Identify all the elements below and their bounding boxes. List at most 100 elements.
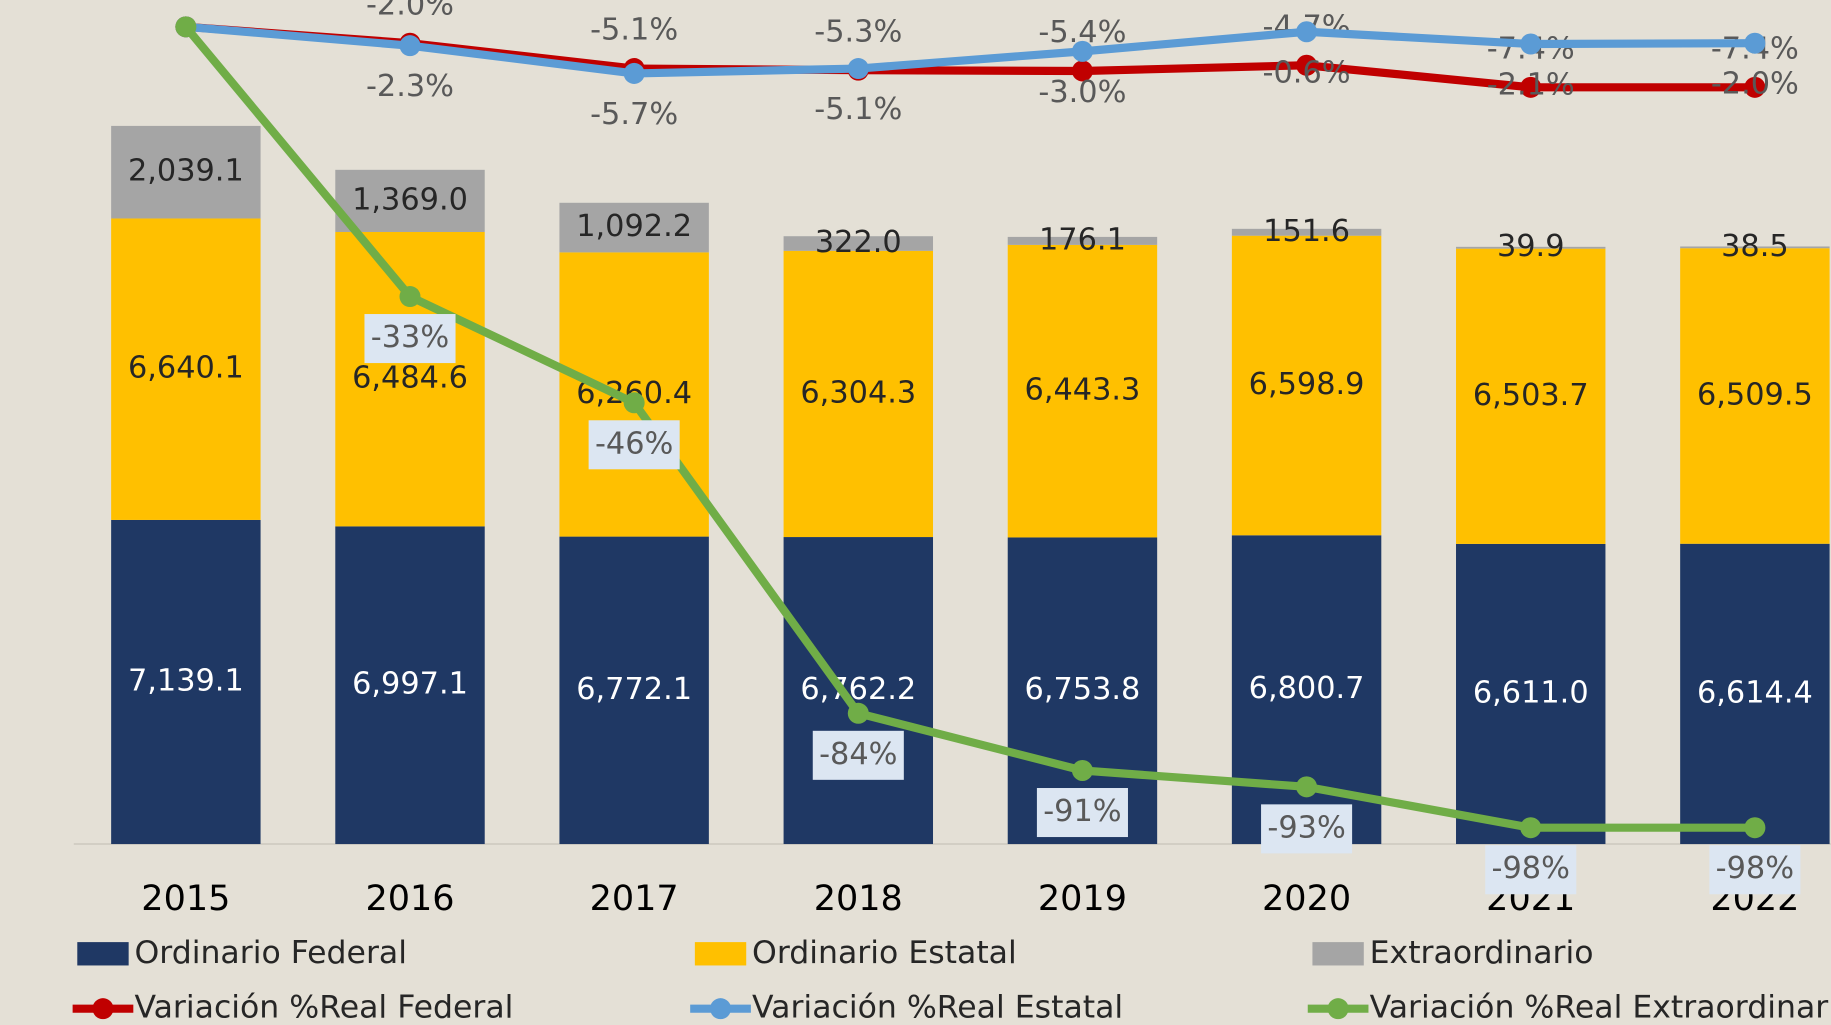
legend-label: Variación %Real Extraordinario [1370, 990, 1831, 1025]
legend-label: Variación %Real Federal [134, 990, 513, 1025]
bar-value-label: 2,039.1 [128, 154, 244, 189]
bar-segment [1456, 248, 1606, 544]
line-value-label: -5.1% [590, 13, 678, 48]
bar-segment [111, 519, 261, 845]
legend-label: Extraordinario [1370, 935, 1594, 971]
line-value-label: -46% [595, 426, 673, 461]
line-value-label: -93% [1267, 810, 1345, 845]
line-marker [1071, 40, 1093, 62]
legend-swatch [77, 942, 129, 966]
line-value-label: -5.7% [590, 97, 678, 132]
bar-segment [783, 537, 934, 845]
bar-segment [783, 250, 934, 538]
bar-value-label: 6,443.3 [1025, 373, 1141, 408]
line-marker [1744, 76, 1766, 98]
line-marker [1071, 60, 1093, 82]
bar-value-label: 39.9 [1497, 229, 1565, 264]
bar-value-label: 322.0 [815, 225, 902, 260]
bar-value-label: 6,997.1 [352, 667, 468, 702]
line [185, 22, 1755, 78]
bar-value-label: 176.1 [1039, 222, 1126, 257]
line-value-label-box: -46% [588, 420, 680, 470]
bar-value-label: 6,614.4 [1697, 675, 1813, 710]
legend-swatch-marker [710, 998, 732, 1020]
bar-value-label: 6,598.9 [1249, 367, 1365, 402]
x-tick-label: 2016 [365, 878, 454, 919]
bar-segment [783, 236, 934, 251]
line-marker [847, 58, 869, 80]
x-tick-label: 2017 [590, 878, 679, 919]
bar-value-label: 6,503.7 [1473, 378, 1589, 413]
bar-segment [335, 231, 485, 527]
line-marker [1520, 33, 1542, 55]
bar-segment [559, 202, 709, 253]
bar-segment [111, 125, 261, 219]
bar-value-label: 6,753.8 [1025, 672, 1141, 707]
line-marker [1520, 817, 1542, 839]
line-marker [1296, 21, 1318, 43]
line-marker [1744, 817, 1766, 839]
bar-segment [335, 526, 485, 845]
line-value-label-box: -84% [812, 730, 904, 780]
bar-segment [559, 536, 709, 845]
x-tick-label: 2018 [814, 878, 903, 919]
bar-value-label: 151.6 [1263, 214, 1350, 249]
line-value-label: -5.3% [814, 14, 902, 49]
line-value-label: -84% [819, 737, 897, 772]
bar-value-label: 38.5 [1721, 229, 1789, 264]
label-box [588, 420, 680, 470]
x-tick-label: 2020 [1262, 878, 1351, 919]
bar-segment [1680, 543, 1830, 845]
line-value-label: -0.6% [1263, 55, 1351, 90]
bar-segment [1456, 246, 1606, 249]
bar-value-label: 7,139.1 [128, 663, 244, 698]
label-box [812, 730, 904, 780]
bar-value-label: 6,304.3 [800, 375, 916, 410]
legend-swatch [1312, 942, 1364, 966]
label-box [1036, 788, 1128, 838]
line-value-label-box: -93% [1261, 804, 1353, 854]
line-value-label: -91% [1043, 794, 1121, 829]
line-value-label: -2.0% [366, 0, 454, 22]
line-value-label-box: -98% [1485, 845, 1577, 895]
line-value-label: -5.1% [814, 92, 902, 127]
line-value-label-box: -98% [1709, 845, 1801, 895]
line-value-label: -98% [1716, 851, 1794, 886]
line-marker [1744, 32, 1766, 54]
label-box [364, 314, 456, 364]
line-value-label: -98% [1492, 851, 1570, 886]
bar-value-label: 6,484.6 [352, 361, 468, 396]
bar-value-label: 6,762.2 [800, 672, 916, 707]
bar-segment [1007, 244, 1158, 538]
bar-segment [1007, 236, 1158, 245]
legend-swatch-marker [1327, 998, 1349, 1020]
bar-segment [1231, 228, 1382, 236]
legend-label: Ordinario Federal [134, 935, 406, 971]
bar-segment [1680, 246, 1830, 249]
legend-swatch [694, 942, 747, 966]
legend-label: Variación %Real Estatal [752, 990, 1123, 1025]
line-value-label-box: -33% [364, 314, 456, 364]
x-tick-label: 2015 [141, 878, 230, 919]
bar-value-label: 1,092.2 [576, 209, 692, 244]
line-marker [1071, 759, 1093, 782]
x-tick-label: 2019 [1038, 878, 1127, 919]
line-marker [1296, 776, 1318, 798]
bar-segment [111, 218, 261, 520]
line-value-label: -2.0% [1711, 67, 1799, 102]
bar-value-label: 6,772.1 [576, 672, 692, 707]
legend-swatch-marker [92, 998, 114, 1020]
bar-segment [1231, 235, 1382, 536]
label-box [1709, 845, 1801, 895]
line-value-label: -3.0% [1038, 75, 1126, 110]
bar-segment [1680, 248, 1830, 544]
line-value-label: -2.3% [366, 69, 454, 104]
line-marker [623, 62, 645, 84]
line-marker [399, 35, 421, 57]
bar-segment [335, 169, 485, 232]
line-marker [1296, 54, 1318, 76]
line-value-label: -33% [371, 320, 449, 355]
label-box [1261, 804, 1353, 854]
line-marker [847, 702, 869, 724]
bar-segment [1456, 543, 1606, 845]
